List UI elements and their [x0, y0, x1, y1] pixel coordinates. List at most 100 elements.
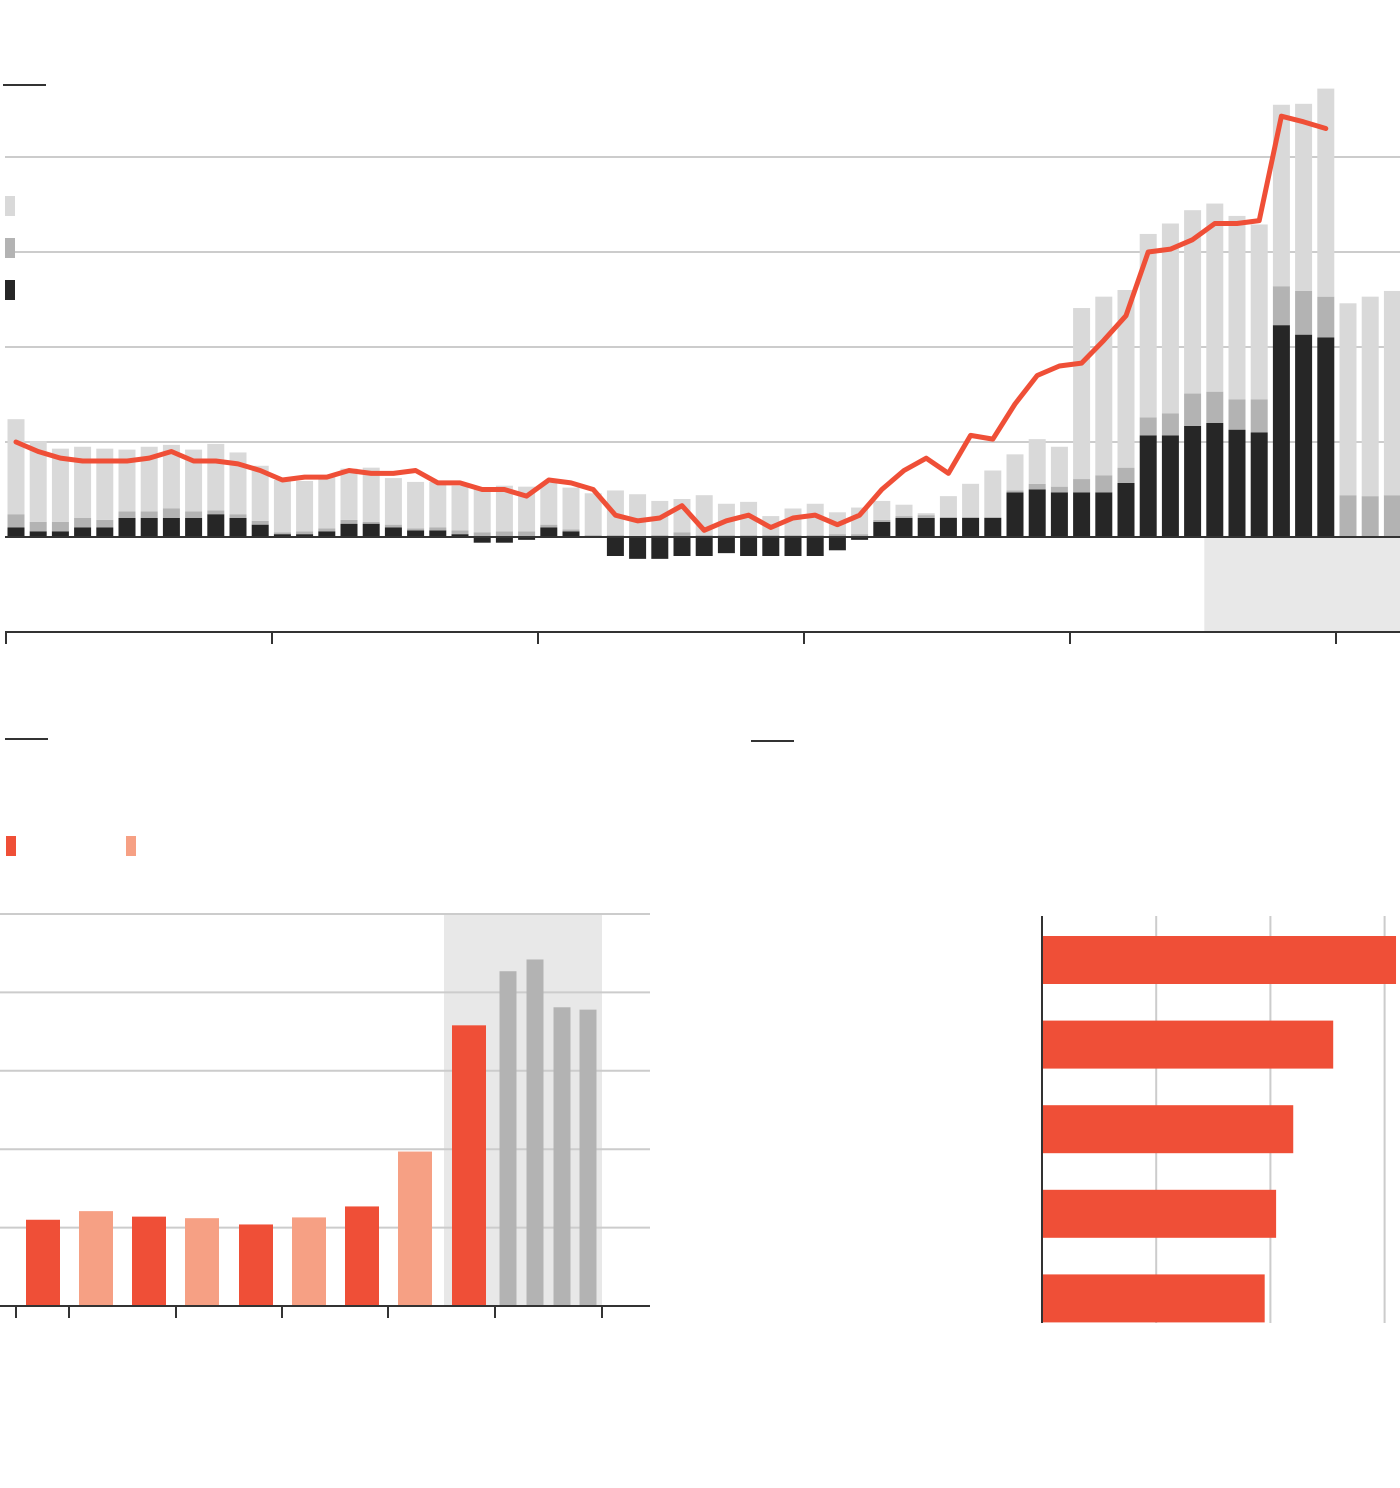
bar-core	[74, 527, 92, 537]
bar-other	[340, 468, 358, 520]
bar-other	[74, 446, 92, 518]
bar-core	[1272, 325, 1290, 537]
bar-core	[851, 537, 869, 540]
bar-other	[1117, 290, 1135, 468]
bar-middle	[118, 511, 136, 518]
bar-middle	[296, 531, 314, 535]
bar-middle	[362, 521, 380, 524]
bar-core	[451, 534, 469, 537]
bar-core	[606, 537, 624, 556]
bar-core	[828, 537, 846, 551]
bar-core	[1073, 492, 1091, 537]
bar-middle	[229, 514, 247, 518]
bar-middle	[96, 519, 114, 528]
bar-other	[296, 480, 314, 532]
bar-core	[162, 518, 180, 537]
bar-core	[362, 523, 380, 537]
bar-core	[740, 537, 758, 556]
bar-other	[318, 477, 336, 529]
series-line	[13, 113, 1329, 533]
bar-middle	[140, 511, 158, 518]
bar-other	[1295, 103, 1313, 291]
bar	[1042, 1189, 1277, 1238]
bar-core	[118, 518, 136, 537]
bar-core	[185, 518, 203, 537]
bar-other	[185, 449, 203, 512]
shaded-region	[1204, 537, 1400, 632]
bar-other	[1250, 224, 1268, 400]
bar-other	[7, 419, 25, 515]
bar-core	[1317, 337, 1335, 537]
bar	[1042, 936, 1397, 984]
bar-core	[873, 521, 891, 537]
bar	[526, 959, 544, 1306]
bar-other	[1317, 88, 1335, 297]
bar-other	[939, 496, 957, 518]
bar-other	[384, 478, 402, 525]
chart-1	[0, 0, 1400, 660]
bar-middle	[407, 528, 425, 531]
bar-core	[518, 537, 536, 540]
bar-core	[1250, 432, 1268, 537]
bar-core	[1028, 489, 1046, 537]
bar-core	[984, 518, 1002, 537]
bar-core	[895, 518, 913, 537]
bar-other	[495, 485, 513, 532]
bar-middle	[74, 518, 92, 528]
bar-core	[51, 531, 69, 537]
bar-other	[251, 465, 269, 521]
bar-core	[1050, 492, 1068, 537]
bar-core	[651, 537, 669, 559]
bar-core	[296, 534, 314, 537]
bar-core	[629, 537, 647, 559]
bar-middle	[939, 517, 957, 518]
bar	[292, 1217, 326, 1306]
bar-core	[229, 518, 247, 537]
bar-other	[1361, 296, 1379, 497]
bar	[79, 1211, 113, 1306]
bar-core	[96, 527, 114, 537]
bar-other	[562, 487, 580, 530]
bar-middle	[384, 524, 402, 528]
bar-middle	[251, 520, 269, 525]
bar	[452, 1025, 486, 1306]
bar-other	[895, 504, 913, 517]
stacked-bar-line-chart	[3, 84, 1400, 644]
bar-other	[96, 448, 114, 520]
bar-core	[562, 531, 580, 537]
bar-core	[717, 537, 735, 554]
bar-other	[451, 485, 469, 531]
bar-middle	[7, 514, 25, 528]
bar-middle	[273, 532, 291, 535]
bar-middle	[1361, 496, 1379, 537]
bar-other	[1339, 303, 1357, 496]
bar-other	[917, 513, 935, 516]
bar-middle	[473, 532, 491, 537]
bar-middle	[495, 531, 513, 537]
bar-core	[939, 518, 957, 537]
bar	[239, 1224, 273, 1306]
bar-core	[495, 537, 513, 543]
bar-core	[540, 527, 558, 537]
bar-other	[518, 486, 536, 532]
bar-middle	[1117, 467, 1135, 483]
bar-other	[162, 444, 180, 509]
bar-core	[1095, 492, 1113, 537]
bar-core	[1228, 429, 1246, 537]
bar-other	[118, 449, 136, 512]
bar-middle	[1272, 286, 1290, 326]
bar-middle	[895, 516, 913, 518]
bar-core	[251, 524, 269, 537]
bar-core	[1139, 435, 1157, 537]
legend-swatch-b	[126, 836, 136, 856]
bar-middle	[1339, 495, 1357, 537]
bar-core	[429, 530, 447, 537]
bar-other	[1139, 233, 1157, 418]
bar-core	[29, 531, 47, 537]
bar-core	[762, 537, 780, 556]
bar-core	[962, 518, 980, 537]
bar-middle	[318, 528, 336, 532]
bar	[553, 1007, 571, 1306]
bar-other	[962, 483, 980, 518]
